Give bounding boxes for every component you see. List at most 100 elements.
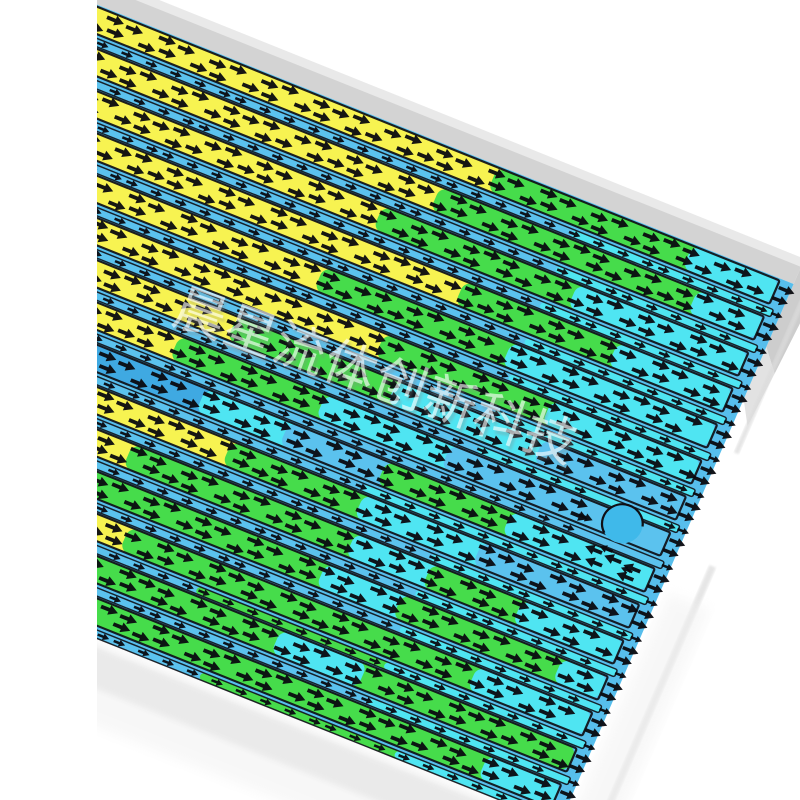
narrow-velocity-arrow: [97, 76, 99, 88]
narrow-velocity-arrow: [10, 555, 24, 566]
narrow-velocity-arrow: [59, 574, 73, 585]
channel-segment: [610, 345, 731, 410]
channel-segment: [379, 463, 541, 545]
velocity-arrow: [0, 223, 20, 239]
narrow-channel-outline: [97, 507, 556, 800]
velocity-arrow: [0, 258, 2, 274]
velocity-arrow: [44, 368, 65, 384]
velocity-arrow: [6, 394, 27, 410]
narrow-velocity-arrow: [0, 85, 13, 96]
narrow-velocity-arrow: [17, 304, 31, 315]
narrow-velocity-arrow: [65, 238, 79, 249]
velocity-arrow: [47, 582, 68, 598]
narrow-velocity-arrow: [36, 142, 50, 153]
narrow-velocity-arrow: [24, 222, 38, 233]
velocity-arrow: [53, 0, 74, 9]
velocity-arrow: [50, 259, 71, 275]
velocity-arrow: [23, 150, 44, 166]
velocity-arrow: [0, 529, 16, 545]
velocity-arrow: [6, 407, 27, 423]
narrow-velocity-arrow: [11, 48, 25, 59]
narrow-velocity-arrow: [53, 276, 67, 287]
velocity-arrow: [0, 236, 20, 252]
velocity-arrow: [66, 559, 87, 575]
velocity-arrow: [42, 115, 63, 131]
velocity-arrow: [61, 124, 82, 140]
narrow-velocity-arrow: [73, 199, 87, 210]
narrow-velocity-arrow: [29, 351, 43, 362]
narrow-velocity-arrow: [59, 67, 73, 78]
velocity-arrow: [14, 539, 35, 555]
narrow-velocity-arrow: [46, 484, 60, 495]
rim-corner-lower: [743, 346, 775, 427]
narrow-velocity-arrow: [42, 441, 56, 452]
velocity-arrow: [0, 148, 4, 164]
velocity-arrow: [66, 546, 87, 562]
channel-segment: [395, 596, 591, 692]
velocity-arrow: [75, 183, 96, 199]
velocity-arrow: [0, 189, 6, 205]
channel-segment: [229, 319, 426, 414]
velocity-arrow: [56, 418, 77, 434]
velocity-arrow: [34, 28, 55, 44]
velocity-arrow: [75, 170, 96, 186]
velocity-arrow: [32, 503, 53, 519]
narrow-velocity-arrow: [34, 522, 48, 533]
velocity-arrow: [14, 526, 35, 542]
velocity-arrow: [45, 296, 66, 312]
velocity-arrow: [28, 572, 49, 588]
velocity-arrow: [69, 224, 90, 240]
velocity-arrow: [28, 585, 49, 601]
velocity-arrow: [51, 468, 72, 484]
channel-segment: [224, 443, 393, 528]
narrow-velocity-arrow: [72, 114, 86, 125]
velocity-arrow: [42, 127, 63, 143]
velocity-arrow: [59, 599, 80, 615]
velocity-arrow: [70, 477, 91, 493]
velocity-arrow: [97, 351, 100, 369]
velocity-arrow: [28, 81, 49, 97]
velocity-arrow: [66, 334, 87, 350]
velocity-arrow: [66, 591, 87, 607]
velocity-arrow: [34, 0, 55, 12]
velocity-arrow: [45, 328, 66, 344]
channel-segment: [0, 481, 60, 607]
outlet-port: [602, 504, 643, 544]
velocity-arrow: [56, 206, 77, 222]
velocity-arrow: [37, 421, 58, 437]
narrow-velocity-arrow: [97, 541, 98, 553]
velocity-arrow: [64, 305, 85, 321]
narrow-velocity-arrow: [22, 475, 36, 486]
velocity-arrow: [35, 168, 56, 184]
narrow-velocity-arrow: [97, 161, 99, 173]
channel-segment: [316, 269, 540, 376]
rim-face: [97, 0, 800, 284]
velocity-arrow: [52, 288, 73, 304]
velocity-arrow: [71, 252, 92, 268]
edge-streak: [551, 592, 710, 800]
velocity-arrow: [33, 535, 54, 551]
channel-segment: [470, 669, 590, 734]
velocity-arrow: [45, 341, 66, 357]
channel-segment: [97, 303, 261, 475]
velocity-arrow: [6, 326, 27, 342]
velocity-arrow: [0, 401, 6, 417]
velocity-arrow: [48, 74, 69, 90]
velocity-arrow: [20, 486, 41, 502]
velocity-arrow: [0, 136, 13, 152]
channel-outline: [97, 156, 703, 485]
narrow-velocity-arrow: [41, 313, 55, 324]
channel-outline: [97, 192, 687, 521]
velocity-arrow: [72, 2, 93, 18]
channel-outline: [97, 120, 718, 449]
plate-bottom-edge-highlight: [97, 514, 673, 800]
narrow-velocity-arrow: [18, 431, 32, 442]
velocity-arrow: [0, 448, 20, 464]
channel-segment: [97, 573, 516, 789]
narrow-velocity-arrow: [77, 286, 91, 297]
velocity-arrow: [6, 439, 27, 455]
narrow-velocity-arrow: [6, 468, 20, 479]
velocity-arrow: [0, 492, 21, 508]
